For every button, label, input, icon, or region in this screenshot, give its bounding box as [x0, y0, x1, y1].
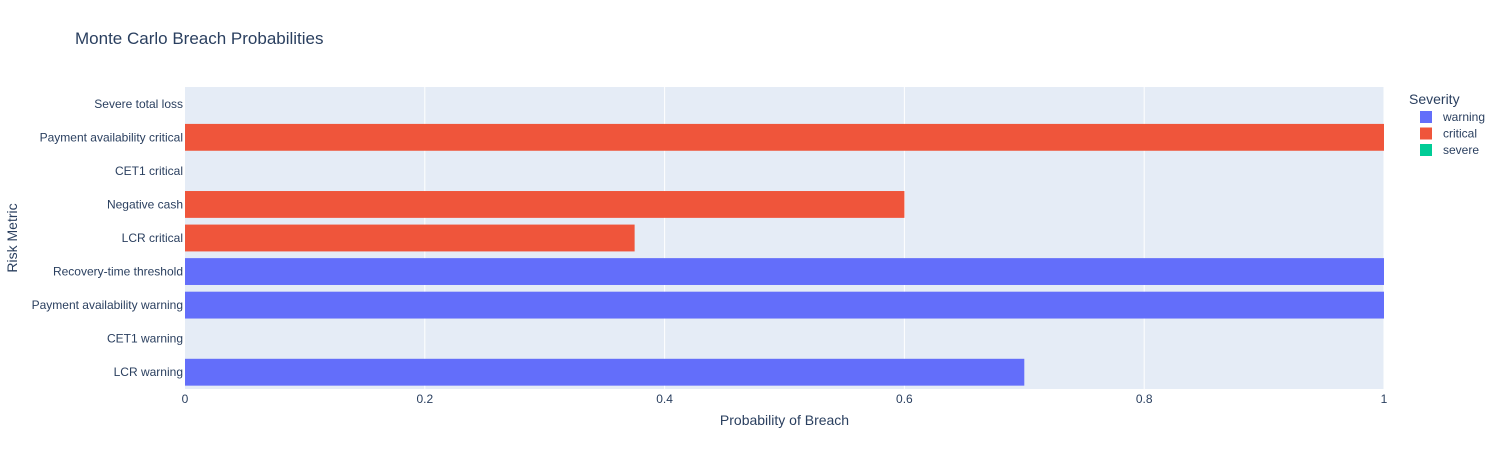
bar-warning [185, 291, 1384, 319]
bar-critical [185, 123, 1384, 151]
y-tick-label: LCR critical [122, 231, 183, 245]
legend-label-warning[interactable]: warning [1442, 110, 1485, 124]
y-tick-label: Negative cash [107, 197, 183, 211]
x-tick-label: 0.8 [1136, 392, 1153, 406]
legend-swatch-severe[interactable] [1420, 144, 1432, 156]
x-tick-label: 0.2 [416, 392, 433, 406]
bar-warning [185, 258, 1384, 285]
y-tick-label: Severe total loss [94, 97, 183, 111]
legend-label-severe[interactable]: severe [1443, 143, 1479, 157]
legend-title: Severity [1409, 91, 1460, 107]
y-tick-label: CET1 critical [115, 164, 183, 178]
y-tick-label: Payment availability critical [40, 130, 183, 144]
legend-swatch-warning[interactable] [1420, 111, 1432, 123]
bar-critical [185, 191, 905, 218]
x-axis-title: Probability of Breach [720, 412, 849, 428]
bar-warning [185, 358, 1025, 386]
legend: Severity warning critical severe [1409, 91, 1485, 157]
x-tick-label: 0.4 [656, 392, 673, 406]
x-tick-label: 0.6 [896, 392, 913, 406]
y-tick-label: Recovery-time threshold [53, 265, 183, 279]
bars [185, 123, 1384, 386]
legend-swatch-critical[interactable] [1420, 127, 1432, 140]
y-tick-label: CET1 warning [107, 332, 183, 346]
legend-label-critical[interactable]: critical [1443, 127, 1477, 141]
chart-title: Monte Carlo Breach Probabilities [75, 29, 324, 48]
x-tick-label: 1 [1381, 392, 1388, 406]
y-tick-label: Payment availability warning [32, 298, 183, 312]
y-axis-title: Risk Metric [4, 203, 20, 272]
bar-critical [185, 224, 635, 252]
y-tick-labels: LCR warning CET1 warning Payment availabil… [32, 97, 183, 379]
y-tick-label: LCR warning [114, 365, 183, 379]
x-tick-label: 0 [182, 392, 189, 406]
x-tick-labels: 0 0.2 0.4 0.6 0.8 1 [182, 392, 1388, 406]
